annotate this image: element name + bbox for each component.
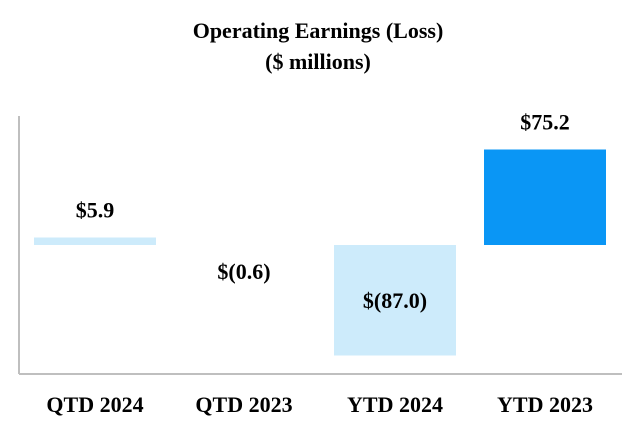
chart-title: Operating Earnings (Loss)	[193, 18, 444, 43]
value-label-ytd-2024: $(87.0)	[363, 288, 427, 313]
bar-ytd-2023	[484, 149, 606, 245]
x-tick-qtd-2024: QTD 2024	[46, 392, 143, 417]
x-tick-ytd-2023: YTD 2023	[497, 392, 593, 417]
value-label-ytd-2023: $75.2	[520, 109, 570, 134]
value-labels-group: $5.9 $(0.6) $(87.0) $75.2	[76, 109, 570, 313]
x-tick-ytd-2024: YTD 2024	[347, 392, 443, 417]
bar-ytd-2024	[334, 245, 456, 356]
chart-subtitle: ($ millions)	[265, 49, 371, 74]
value-label-qtd-2023: $(0.6)	[217, 259, 270, 284]
x-tick-qtd-2023: QTD 2023	[195, 392, 292, 417]
bar-qtd-2024	[34, 237, 156, 245]
bars-group	[34, 149, 606, 356]
x-tick-labels-group: QTD 2024 QTD 2023 YTD 2024 YTD 2023	[46, 392, 593, 417]
value-label-qtd-2024: $5.9	[76, 198, 115, 223]
